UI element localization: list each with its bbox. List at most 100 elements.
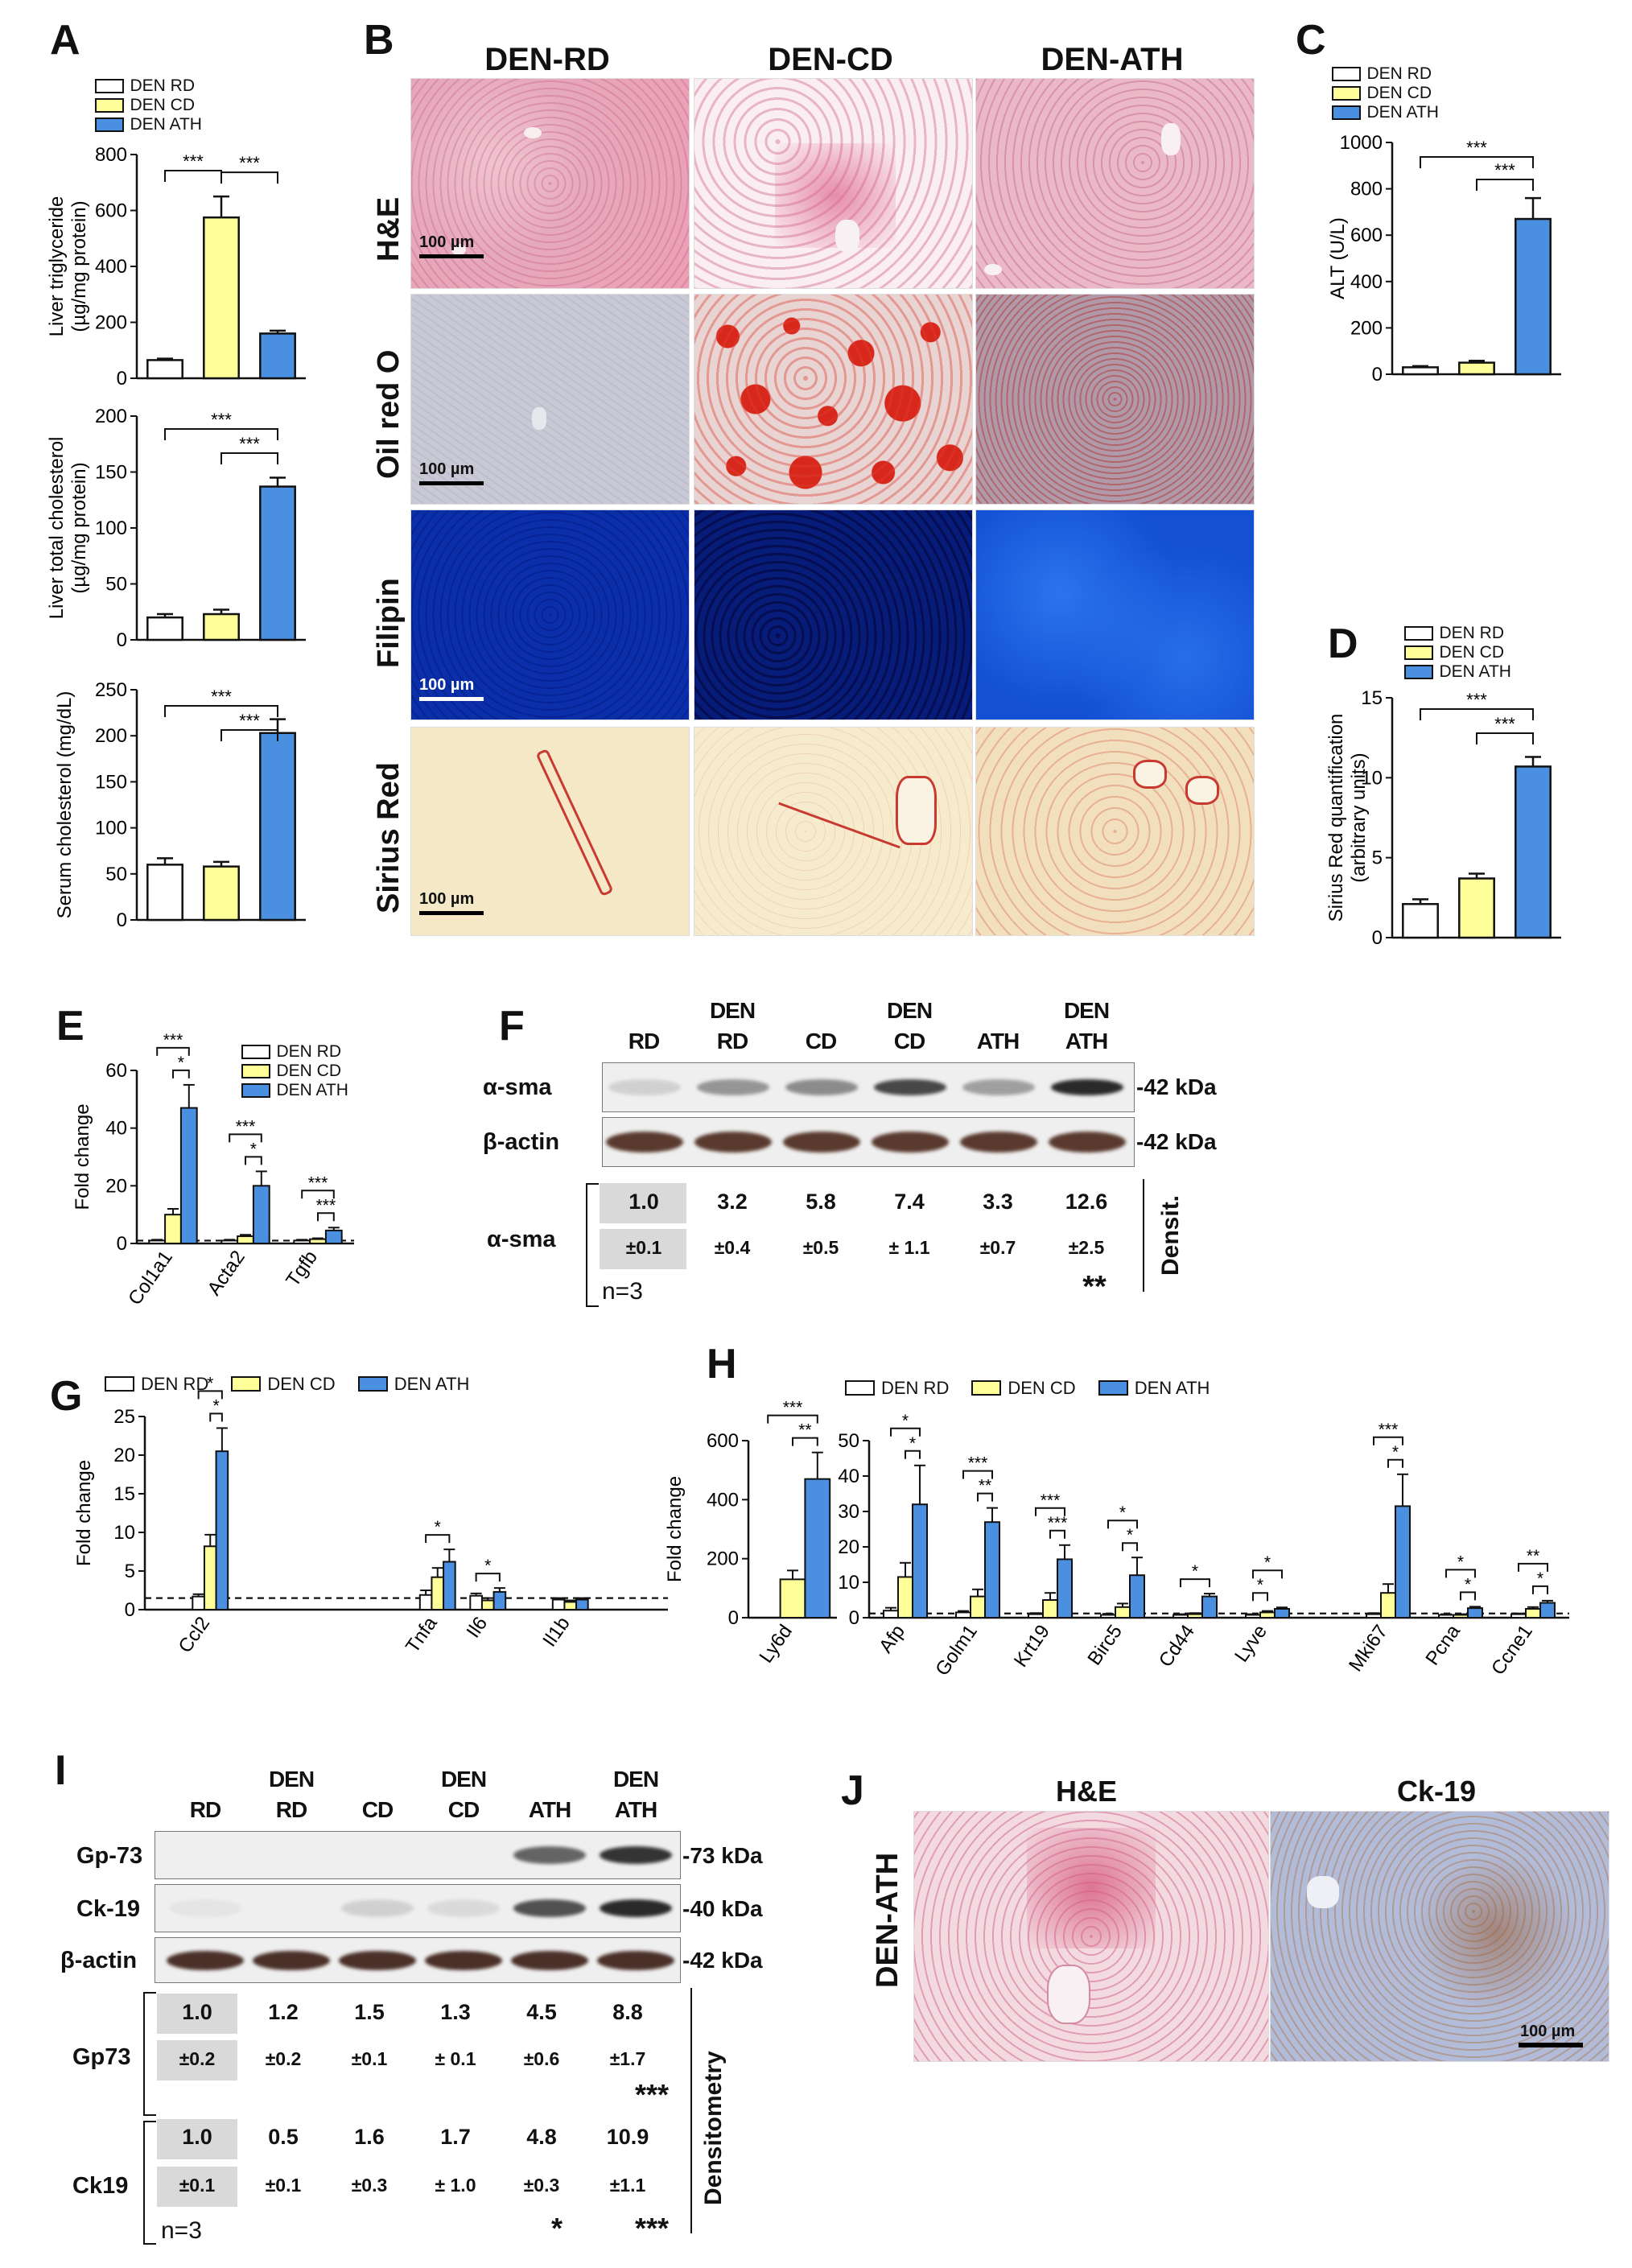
x-tick-label: Acta2 [204,1247,249,1300]
significance-bracket [1180,1578,1210,1588]
bar [469,1594,483,1611]
dens-value: 8.8 [612,2000,643,2024]
x-tick-label: Col1a1 [124,1247,177,1309]
y-tick-label: 50 [105,574,127,596]
lane-label: ATH [976,1029,1020,1054]
significance-label: *** [239,711,260,731]
bar [431,1576,445,1610]
col-title-den-cd: DEN-CD [768,42,893,77]
row-label-he: H&E [372,196,406,262]
bar [563,1601,578,1610]
legend-label: DEN ATH [1134,1378,1210,1398]
legend-swatch [1404,664,1433,680]
y-tick-label: 150 [95,771,127,793]
significance-label: ** [979,1477,991,1495]
kda-label: -40 kDa [682,1896,763,1921]
significance-bracket [1252,1569,1283,1579]
x-tick-label: Golm1 [931,1621,982,1680]
bar [1187,1613,1203,1619]
significance-label: *** [1466,138,1487,158]
y-axis-label: Liver total cholesterol [46,437,68,620]
legend-swatch [241,1082,270,1099]
y-axis-label: Fold change [73,1460,95,1566]
bar [237,1235,254,1245]
significance-label: * [909,1434,916,1453]
dens-bracket [143,2121,156,2245]
significance-label: *** [1048,1514,1068,1532]
row-label-filipin: Filipin [372,578,406,668]
y-tick-label: 0 [117,368,127,390]
legend-item: DEN ATH [95,115,202,134]
dens-value: 3.2 [717,1190,748,1214]
legend-label: DEN ATH [1366,103,1439,122]
micro-sirius-den-cd [694,727,973,936]
bar [883,1610,899,1619]
bar [203,865,240,922]
y-tick-label: 150 [95,462,127,484]
y-tick-label: 30 [838,1501,859,1523]
legend-item: DEN ATH [1098,1378,1210,1398]
significance-label: *** [783,1399,803,1417]
bar [1453,1614,1469,1619]
bar [164,1214,182,1245]
bar [1458,877,1495,939]
significance-bracket [792,1437,818,1446]
dens-error: ±0.6 [523,2048,560,2069]
y-tick-label: 50 [105,864,127,885]
legend-label: DEN CD [1008,1378,1076,1398]
y-tick-label: 400 [1350,271,1383,293]
x-tick-label: Lyve [1230,1621,1271,1666]
legend-label: DEN RD [141,1374,209,1394]
dens-error: ±0.1 [351,2048,388,2069]
y-tick-label: 15 [1361,687,1383,709]
significance-label: *** [239,153,260,173]
significance-label: * [1257,1576,1263,1594]
y-axis-label: Fold change [664,1476,686,1582]
dens-highlight [157,2167,237,2207]
x-tick-label: Mki67 [1345,1621,1392,1676]
dens-error: ± 0.1 [435,2048,476,2069]
dens-error: ±0.1 [265,2175,302,2196]
bar [1539,1602,1556,1619]
legend-swatch [105,1375,134,1392]
legend-item: DEN CD [971,1378,1076,1398]
blot-band [785,1079,858,1095]
bar [146,864,183,922]
significance-label: * [212,1396,219,1415]
y-tick-label: 10 [113,1522,135,1544]
blot-band [513,1846,586,1864]
y-tick-label: 20 [105,1175,127,1197]
sig-label: *** [634,2212,670,2245]
bar [1458,361,1495,376]
scale-bar-label: 100 µm [419,676,475,694]
bar [1510,1613,1527,1619]
bar [203,612,240,641]
bar [912,1503,928,1619]
micro-sirius-den-ath [975,727,1255,936]
blot-beta-actin [602,1117,1135,1167]
bar [1201,1595,1218,1619]
bar [259,485,296,641]
dens-error: ±0.1 [625,1237,662,1258]
significance-label: * [1119,1503,1126,1522]
scale-bar-label: 100 µm [419,890,475,908]
bar [252,1185,270,1244]
significance-bracket [209,1412,223,1422]
col-title-den-ath: DEN-ATH [1041,42,1184,77]
row-label-sirius-red: Sirius Red [372,762,406,913]
micro-j-he [913,1811,1269,2062]
blot-band [606,1132,683,1153]
legend-label: DEN RD [1366,64,1432,83]
x-tick-label: Cd44 [1155,1621,1199,1671]
significance-bracket [245,1156,262,1165]
legend-item: DEN RD [95,76,202,96]
blot-band [1049,1132,1126,1153]
y-tick-label: 5 [1372,847,1383,869]
significance-label: * [484,1557,491,1575]
bar [1129,1574,1145,1619]
legend-item: DEN CD [95,96,202,115]
legend-g: DEN RD DEN CD DEN ATH [105,1374,492,1396]
significance-label: *** [163,1031,183,1049]
sig-label: *** [634,2078,670,2111]
legend-swatch [95,117,124,133]
